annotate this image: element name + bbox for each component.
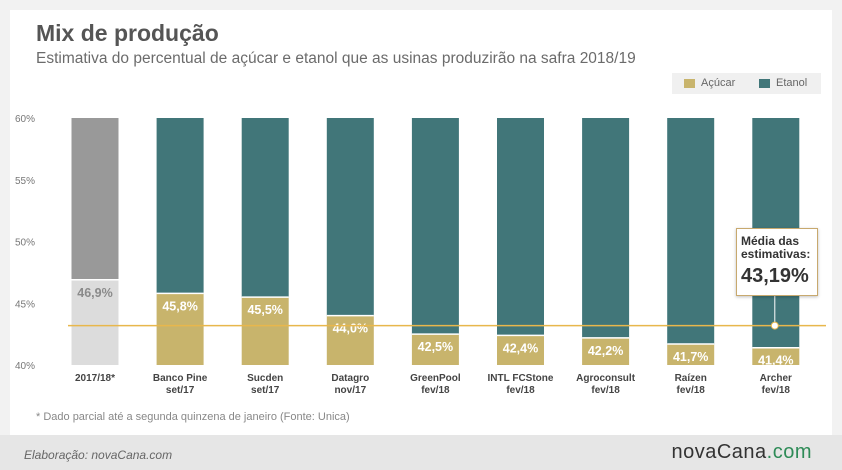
- x-tick-label: fev/18: [591, 385, 620, 396]
- x-tick-label: Raízen: [675, 373, 707, 384]
- bar-ethanol: [71, 118, 119, 280]
- x-tick-label: Banco Pine: [153, 373, 208, 384]
- bar-ethanol: [411, 118, 459, 335]
- chart-subtitle: Estimativa do percentual de açúcar e eta…: [36, 50, 636, 67]
- data-label: 45,8%: [162, 299, 197, 313]
- x-tick-label: fev/18: [421, 385, 450, 396]
- data-label: 45,5%: [247, 303, 282, 317]
- legend-label-ethanol: Etanol: [776, 77, 808, 89]
- bar-sugar: [497, 335, 544, 365]
- brand-logo: novaCana.com: [671, 441, 812, 464]
- data-label: 41,7%: [673, 350, 708, 364]
- bar-sugar: [326, 315, 374, 365]
- legend-swatch-sugar: [684, 79, 695, 88]
- logo-main: novaCana: [671, 441, 767, 463]
- data-label: 42,5%: [418, 340, 453, 354]
- y-tick-label: 50%: [15, 238, 35, 249]
- bar-ethanol: [582, 118, 630, 338]
- data-label: 44,0%: [333, 322, 368, 336]
- bar-ethanol: [156, 118, 204, 294]
- x-tick-label: fev/18: [506, 385, 535, 396]
- y-tick-label: 60%: [15, 114, 35, 125]
- bar-sugar: [411, 334, 459, 365]
- x-tick-label: set/17: [251, 385, 280, 396]
- bar-sugar: [667, 344, 715, 365]
- average-callout-title: Média das estimativas:: [741, 234, 811, 261]
- x-tick-label: set/17: [166, 385, 195, 396]
- footnote: * Dado parcial até a segunda quinzena de…: [36, 411, 350, 423]
- bar-sugar: [241, 297, 289, 365]
- x-tick-label: Agroconsult: [576, 373, 636, 384]
- x-tick-label: INTL FCStone: [488, 373, 554, 384]
- chart-title: Mix de produção: [36, 20, 219, 46]
- bar-sugar: [582, 337, 630, 365]
- bar-sugar: [752, 347, 800, 365]
- x-tick-label: Datagro: [331, 373, 369, 384]
- bar-ethanol: [667, 118, 715, 345]
- data-label: 46,9%: [77, 286, 112, 300]
- data-label: 42,4%: [503, 341, 538, 355]
- bar-sugar: [156, 293, 204, 365]
- logo-suffix: .com: [766, 441, 812, 463]
- x-tick-label: fev/18: [677, 385, 706, 396]
- y-tick-label: 40%: [15, 361, 35, 372]
- average-callout: Média das estimativas: 43,19%: [736, 228, 818, 296]
- legend: Açúcar Etanol: [672, 73, 821, 94]
- y-tick-label: 55%: [15, 176, 35, 187]
- bar-ethanol: [241, 118, 289, 298]
- average-marker: [770, 321, 779, 330]
- footer-bar: [0, 435, 842, 470]
- x-tick-label: GreenPool: [410, 373, 461, 384]
- x-tick-label: fev/18: [762, 385, 791, 396]
- bar-ethanol: [326, 118, 374, 316]
- bar-ethanol: [497, 118, 544, 336]
- x-tick-label: Sucden: [247, 373, 283, 384]
- credit-text: Elaboração: novaCana.com: [24, 448, 173, 462]
- average-callout-value: 43,19%: [741, 265, 809, 287]
- legend-swatch-ethanol: [759, 79, 770, 88]
- chart-plot: 40% 45% 50% 55% 60% 46,9% 2017/18* 45,8% Banco P…: [15, 114, 826, 396]
- x-tick-label: Archer: [760, 373, 792, 384]
- data-label: 41,4%: [758, 354, 793, 368]
- bar-sugar: [71, 279, 119, 365]
- legend-label-sugar: Açúcar: [701, 77, 736, 89]
- data-label: 42,2%: [588, 344, 623, 358]
- x-tick-label: nov/17: [334, 385, 366, 396]
- x-tick-label: 2017/18*: [75, 373, 115, 384]
- y-tick-label: 45%: [15, 299, 35, 310]
